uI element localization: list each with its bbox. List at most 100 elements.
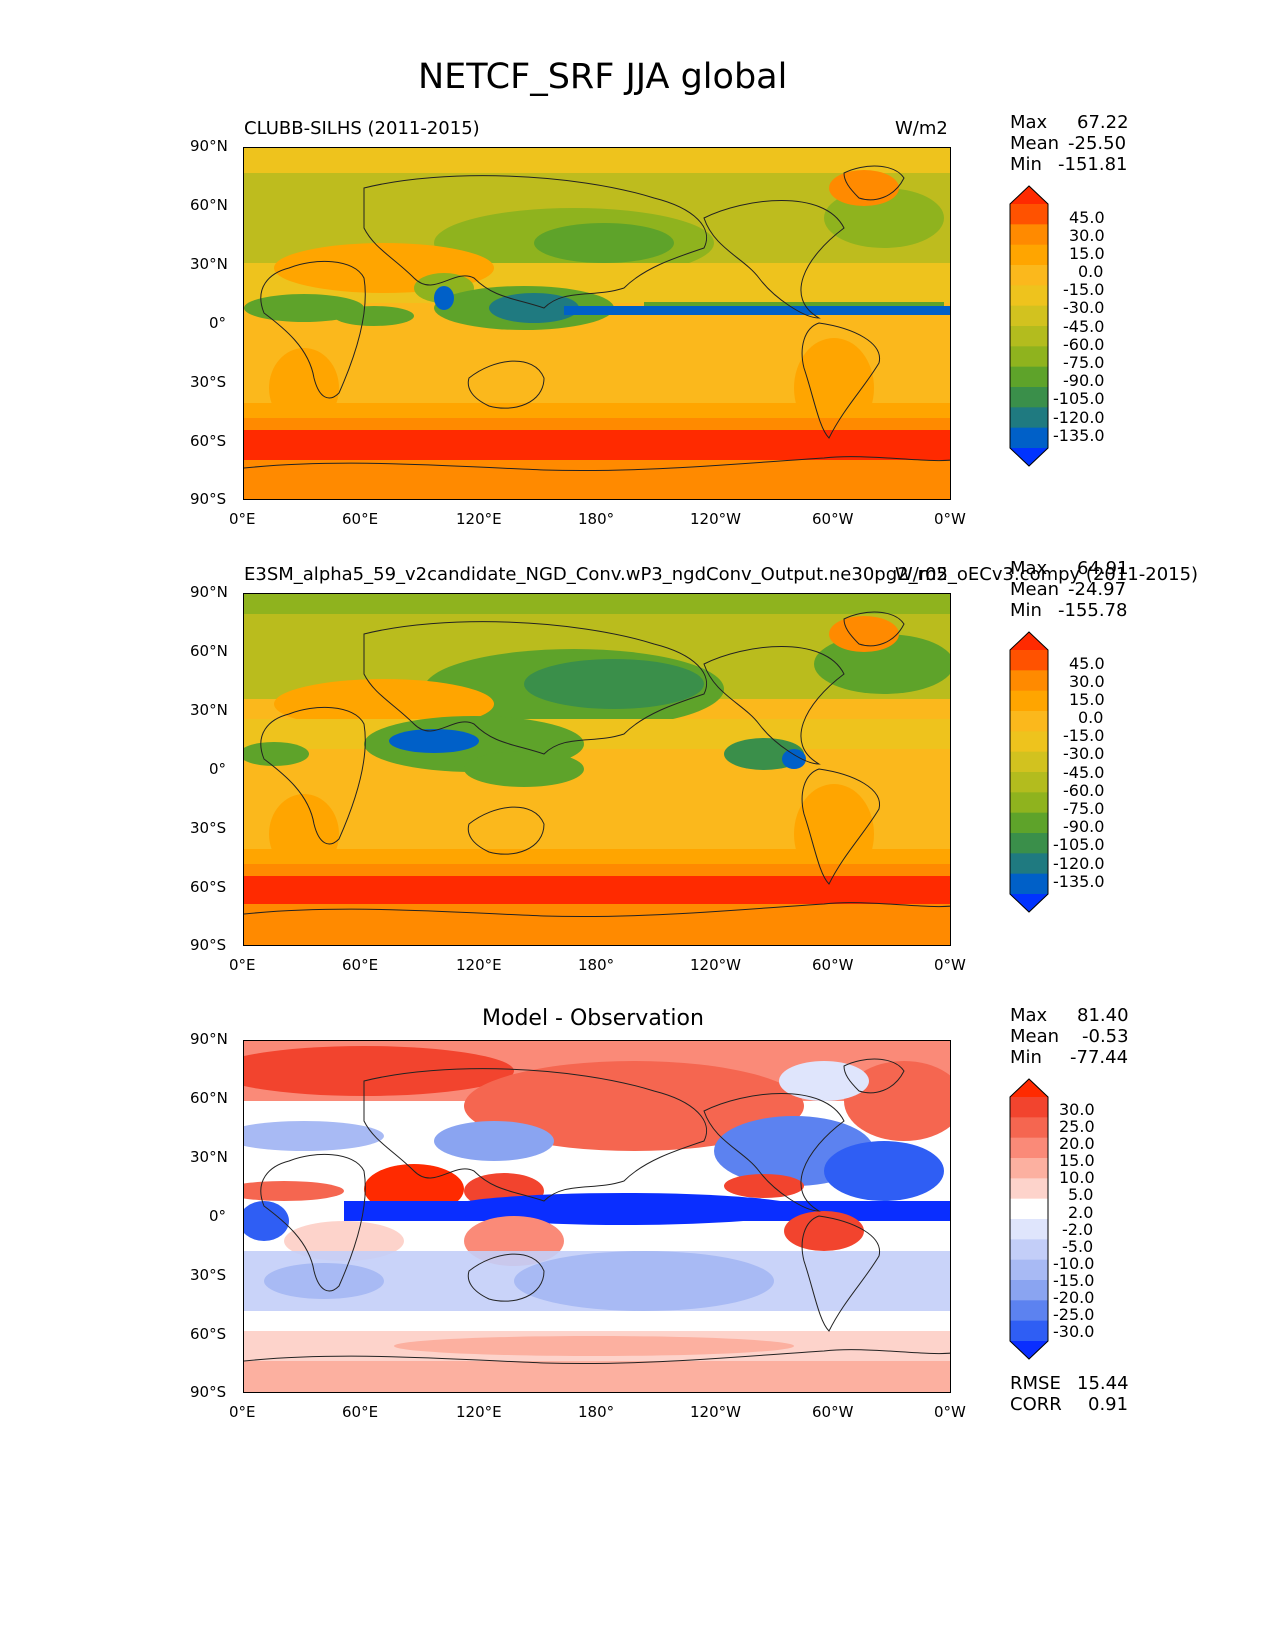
lon-tick-label: 180° — [578, 510, 615, 528]
lon-tick-label: 120°W — [690, 1403, 741, 1421]
colorbar-segment — [1010, 1097, 1048, 1118]
colorbar-segment — [1010, 346, 1048, 368]
colorbar-segment — [1010, 244, 1048, 266]
lon-tick-label: 180° — [578, 956, 615, 974]
lon-tick-label: 180° — [578, 1403, 615, 1421]
lat-tick-label: 60°N — [190, 1089, 228, 1107]
lat-tick-label: 90°N — [190, 137, 228, 155]
map-test — [243, 593, 951, 946]
rmse-label: RMSE — [1010, 1373, 1061, 1394]
colorbar-tick-label: -15.0 — [1063, 280, 1105, 299]
colorbar-segment — [1010, 772, 1048, 793]
colorbar-tick-label: -30.0 — [1063, 298, 1105, 317]
colorbar-segment — [1010, 285, 1048, 307]
lon-tick-label: 120°E — [456, 1403, 502, 1421]
colorbar-tick-label: -105.0 — [1053, 389, 1105, 408]
panel-units: W/m2 — [895, 118, 948, 139]
stat-min-value: -151.81 — [1058, 154, 1128, 175]
lon-tick-label: 120°E — [456, 510, 502, 528]
lat-tick-label: 60°N — [190, 642, 228, 660]
stat-max-label: Max — [1010, 112, 1048, 133]
colorbar-tick-label: 25.0 — [1059, 1117, 1095, 1136]
rmse-value: 15.44 — [1077, 1373, 1129, 1394]
colorbar-tick-label: -135.0 — [1053, 872, 1105, 891]
panel-center-title: Model - Observation — [482, 1006, 704, 1031]
colorbar-tick-label: -135.0 — [1053, 426, 1105, 445]
colorbar-tick-label: 30.0 — [1069, 672, 1105, 691]
colorbar-tick-label: -90.0 — [1063, 817, 1105, 836]
panel-left-title: CLUBB-SILHS (2011-2015) — [244, 118, 480, 139]
colorbar-tick-label: -75.0 — [1063, 353, 1105, 372]
stat-mean-label: Mean — [1010, 133, 1060, 154]
lat-tick-label: 30°S — [190, 819, 227, 837]
lon-tick-label: 0°E — [229, 956, 256, 974]
stat-mean-value: -0.53 — [1082, 1026, 1129, 1047]
colorbar-tick-label: -20.0 — [1053, 1288, 1095, 1307]
stat-max-value: 64.91 — [1077, 558, 1129, 579]
colorbar-tick-label: 30.0 — [1059, 1100, 1095, 1119]
colorbar-segment — [1010, 427, 1048, 449]
lon-tick-label: 60°E — [342, 510, 379, 528]
lat-tick-label: 90°N — [190, 1030, 228, 1048]
colorbar-tick-label: 30.0 — [1069, 226, 1105, 245]
colorbar-segment — [1010, 1198, 1048, 1220]
colorbar-tick-label: -30.0 — [1063, 744, 1105, 763]
lat-tick-label: 90°N — [190, 583, 228, 601]
lat-tick-label: 30°N — [190, 1148, 228, 1166]
colorbar-segment — [1010, 224, 1048, 246]
corr-value: 0.91 — [1088, 1394, 1129, 1415]
colorbar-tick-label: 15.0 — [1069, 690, 1105, 709]
colorbar-tick-label: 15.0 — [1059, 1151, 1095, 1170]
colorbar-tick-label: -2.0 — [1062, 1220, 1094, 1239]
colorbar-segment — [1010, 751, 1048, 773]
lon-tick-label: 60°E — [342, 956, 379, 974]
colorbar-extend-min — [1010, 448, 1048, 466]
stat-min-label: Min — [1010, 1047, 1042, 1068]
colorbar-segment — [1010, 812, 1048, 834]
lon-tick-label: 60°W — [812, 1403, 854, 1421]
colorbar-extend-max — [1010, 186, 1048, 204]
colorbar-tick-label: 0.0 — [1078, 708, 1104, 727]
stat-max-value: 81.40 — [1077, 1005, 1129, 1026]
colorbar-segment — [1010, 1239, 1048, 1261]
colorbar-segment — [1010, 387, 1048, 408]
colorbar-tick-label: -15.0 — [1053, 1271, 1095, 1290]
colorbar-tick-label: -60.0 — [1063, 781, 1105, 800]
stat-mean-value: -25.50 — [1068, 133, 1127, 154]
colorbar-tick-label: -25.0 — [1053, 1305, 1095, 1324]
stat-mean-label: Mean — [1010, 579, 1060, 600]
lat-tick-label: 30°N — [190, 255, 228, 273]
lon-tick-label: 60°W — [812, 510, 854, 528]
map-difference — [243, 1040, 951, 1393]
lat-tick-label: 90°S — [190, 936, 227, 954]
colorbar-tick-label: 15.0 — [1069, 244, 1105, 263]
colorbar-tick-label: -5.0 — [1062, 1237, 1094, 1256]
colorbar-segment — [1010, 366, 1048, 388]
lon-tick-label: 120°E — [456, 956, 502, 974]
colorbar-segment — [1010, 853, 1048, 875]
colorbar-outline — [1009, 1078, 1049, 1360]
colorbar-segment — [1010, 326, 1048, 347]
colorbar-segment — [1010, 1300, 1048, 1322]
panel-left-title: E3SM_alpha5_59_v2candidate_NGD_Conv.wP3_… — [244, 566, 1199, 584]
colorbar-segment — [1010, 792, 1048, 814]
colorbar-tick-label: 20.0 — [1059, 1134, 1095, 1153]
figure-title: NETCF_SRF JJA global — [418, 57, 788, 97]
stat-max-value: 67.22 — [1077, 112, 1129, 133]
lon-tick-label: 0°W — [934, 510, 966, 528]
lat-tick-label: 30°S — [190, 373, 227, 391]
colorbar-tick-label: -10.0 — [1053, 1254, 1095, 1273]
lon-tick-label: 120°W — [690, 956, 741, 974]
stat-mean-value: -24.97 — [1068, 579, 1127, 600]
colorbar-segment — [1010, 407, 1048, 429]
lon-tick-label: 120°W — [690, 510, 741, 528]
stat-max-label: Max — [1010, 558, 1048, 579]
lat-tick-label: 0° — [209, 314, 227, 332]
lon-tick-label: 0°E — [229, 510, 256, 528]
lat-tick-label: 90°S — [190, 490, 227, 508]
stat-min-label: Min — [1010, 600, 1042, 621]
lat-tick-label: 60°S — [190, 432, 227, 450]
panel-units: W/m2 — [895, 564, 948, 585]
colorbar-tick-label: 10.0 — [1059, 1168, 1095, 1187]
lon-tick-label: 0°E — [229, 1403, 256, 1421]
